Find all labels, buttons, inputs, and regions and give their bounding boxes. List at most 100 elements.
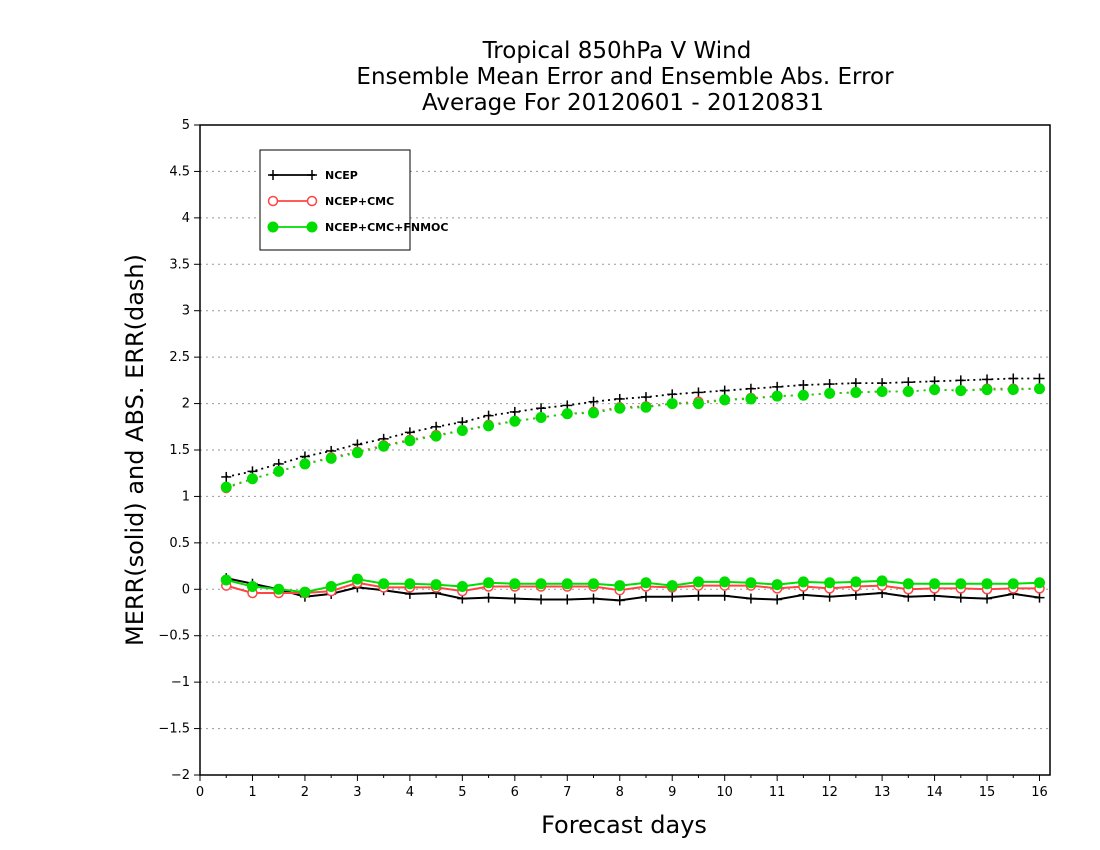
y-tick-label: 3.5 bbox=[169, 257, 190, 272]
abs-err-point bbox=[798, 380, 809, 390]
abs-err-point bbox=[797, 389, 809, 401]
merr-point bbox=[430, 579, 442, 591]
abs-err-point bbox=[404, 435, 416, 447]
abs-err-point bbox=[719, 394, 731, 406]
merr-point bbox=[929, 578, 941, 590]
abs-err-point bbox=[876, 386, 888, 397]
abs-err-point bbox=[1034, 373, 1045, 384]
merr-point bbox=[640, 577, 652, 589]
series-group bbox=[220, 373, 1046, 606]
abs-err-point bbox=[1007, 384, 1019, 396]
grid bbox=[200, 170, 1050, 730]
merr-point bbox=[535, 578, 547, 590]
abs-err-point bbox=[1034, 383, 1046, 395]
x-tick-label: 16 bbox=[1031, 785, 1048, 800]
merr-point bbox=[640, 591, 651, 602]
legend-label: NCEP+CMC bbox=[325, 195, 394, 208]
y-tick-label: 2.5 bbox=[169, 350, 190, 365]
merr-point bbox=[246, 581, 258, 592]
merr-point bbox=[561, 578, 573, 590]
merr-point bbox=[1034, 592, 1045, 603]
legend-swatch-marker bbox=[268, 170, 278, 180]
y-tick-label: 3 bbox=[182, 304, 190, 319]
abs-err-point bbox=[614, 402, 626, 414]
legend-item: NCEP+CMC+FNMOC bbox=[267, 221, 448, 234]
abs-err-point bbox=[982, 374, 993, 385]
abs-err-point bbox=[456, 425, 468, 436]
y-tick-label: 1.5 bbox=[169, 443, 190, 458]
abs-err-point bbox=[378, 440, 390, 452]
x-tick-label: 4 bbox=[406, 785, 414, 800]
abs-err-point bbox=[903, 377, 914, 388]
merr-point bbox=[982, 593, 993, 604]
merr-point bbox=[404, 578, 416, 590]
abs-err-point bbox=[483, 420, 495, 432]
abs-err-point bbox=[430, 430, 442, 442]
merr-point bbox=[588, 578, 600, 590]
x-tick-label: 7 bbox=[563, 785, 571, 800]
abs-err-point bbox=[483, 410, 494, 421]
y-tick-label: −1.5 bbox=[158, 722, 190, 737]
merr-point bbox=[771, 579, 783, 591]
legend-item: NCEP bbox=[268, 169, 358, 182]
merr-point bbox=[719, 590, 730, 601]
merr-point bbox=[509, 593, 520, 604]
merr-point bbox=[876, 575, 888, 587]
abs-err-point bbox=[299, 458, 311, 470]
merr-point bbox=[456, 581, 468, 592]
abs-err-point bbox=[220, 481, 232, 493]
abs-err-point bbox=[509, 415, 521, 427]
abs-err-point bbox=[246, 473, 258, 485]
merr-point bbox=[666, 580, 678, 592]
y-tick-label: 1 bbox=[182, 489, 190, 504]
merr-point bbox=[850, 576, 862, 588]
merr-point bbox=[509, 578, 521, 590]
merr-point bbox=[693, 590, 704, 601]
abs-err-point bbox=[667, 389, 678, 400]
abs-err-point bbox=[772, 381, 783, 392]
merr-point bbox=[536, 594, 547, 605]
abs-err-point bbox=[640, 392, 651, 403]
abs-err-point bbox=[981, 384, 993, 396]
merr-point bbox=[745, 577, 757, 589]
merr-point bbox=[378, 578, 390, 590]
abs-err-point bbox=[221, 471, 232, 482]
x-tick-label: 6 bbox=[511, 785, 519, 800]
legend-swatch-marker bbox=[306, 221, 318, 233]
x-axis-label: Forecast days bbox=[541, 811, 707, 839]
y-tick-label: −0.5 bbox=[158, 629, 190, 644]
legend-swatch-marker bbox=[267, 195, 279, 207]
y-tick-label: 5 bbox=[182, 118, 190, 133]
abs-err-point bbox=[745, 383, 756, 394]
legend-label: NCEP bbox=[325, 169, 358, 182]
merr-point bbox=[1034, 577, 1046, 589]
x-tick-label: 2 bbox=[301, 785, 309, 800]
legend-swatch-marker bbox=[306, 195, 318, 207]
abs-err-point bbox=[850, 378, 861, 389]
merr-point bbox=[614, 580, 626, 592]
abs-err-point bbox=[955, 385, 967, 397]
abs-err-point bbox=[325, 452, 337, 464]
abs-err-point bbox=[955, 375, 966, 386]
x-tick-label: 8 bbox=[616, 785, 624, 800]
merr-point bbox=[1007, 578, 1019, 590]
x-tick-label: 13 bbox=[874, 785, 891, 800]
y-tick-label: 4 bbox=[182, 211, 190, 226]
merr-point bbox=[588, 593, 599, 604]
y-tick-label: −2 bbox=[171, 768, 190, 783]
x-tick-label: 12 bbox=[821, 785, 838, 800]
abs-err-point bbox=[693, 387, 704, 398]
merr-point bbox=[325, 581, 337, 592]
x-tick-label: 1 bbox=[248, 785, 256, 800]
merr-point bbox=[797, 576, 809, 588]
y-tick-label: 0 bbox=[182, 582, 190, 597]
abs-err-point bbox=[745, 393, 757, 405]
x-tick-label: 9 bbox=[668, 785, 676, 800]
x-tick-label: 5 bbox=[458, 785, 466, 800]
merr-point bbox=[719, 576, 731, 588]
abs-err-point bbox=[666, 398, 678, 410]
y-tick-label: −1 bbox=[171, 675, 190, 690]
x-tick-label: 11 bbox=[769, 785, 786, 800]
abs-err-point bbox=[536, 403, 547, 414]
